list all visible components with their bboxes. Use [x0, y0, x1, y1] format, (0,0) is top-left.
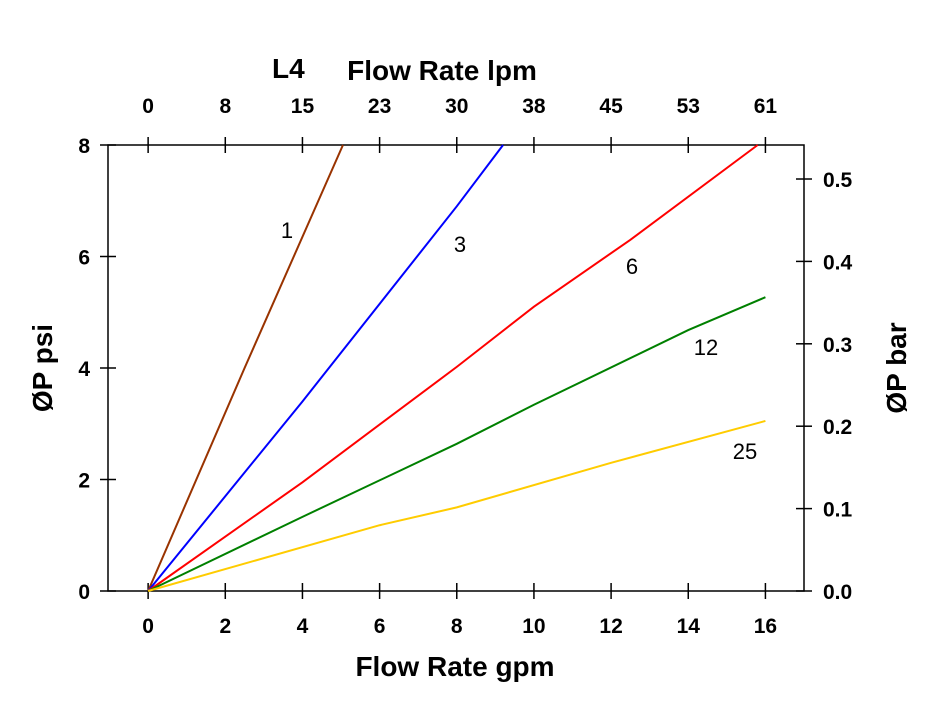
- x-tick-label: 10: [522, 615, 545, 638]
- x2-tick-label: 53: [677, 95, 700, 118]
- series-line-12: [147, 296, 766, 592]
- y-tick-label: 8: [78, 135, 90, 158]
- series-line-6: [147, 144, 759, 592]
- x2-tick-label: 15: [291, 95, 315, 118]
- series-line-3: [147, 144, 504, 592]
- y-tick-label: 6: [78, 247, 90, 270]
- x-tick-label: 16: [754, 615, 777, 638]
- y2-tick-label: 0.0: [823, 581, 852, 604]
- x-tick-label: 2: [219, 615, 231, 638]
- x2-tick-label: 30: [445, 95, 468, 118]
- top-axis-label: Flow Rate lpm: [347, 55, 537, 86]
- x-tick-label: 6: [374, 615, 386, 638]
- right-axis-label: ØP bar: [881, 322, 912, 413]
- series-label-25: 25: [733, 439, 757, 464]
- x2-tick-label: 38: [522, 95, 546, 118]
- x-tick-label: 12: [599, 615, 622, 638]
- series-label-1: 1: [281, 218, 293, 243]
- chart-title: L4: [272, 53, 305, 84]
- series-label-3: 3: [454, 232, 466, 257]
- series-line-25: [147, 419, 766, 592]
- y2-tick-label: 0.3: [823, 334, 852, 357]
- x2-tick-label: 61: [754, 95, 778, 118]
- y-tick-label: 2: [78, 470, 90, 493]
- y2-tick-label: 0.1: [823, 499, 853, 522]
- y2-tick-label: 0.5: [823, 169, 853, 192]
- x-tick-label: 14: [677, 615, 701, 638]
- bottom-axis-label: Flow Rate gpm: [355, 651, 554, 682]
- x2-tick-label: 0: [142, 95, 154, 118]
- x2-tick-label: 23: [368, 95, 391, 118]
- y-tick-label: 0: [78, 581, 90, 604]
- series-label-12: 12: [694, 335, 718, 360]
- x2-tick-label: 45: [599, 95, 623, 118]
- x-tick-label: 0: [142, 615, 154, 638]
- y2-tick-label: 0.2: [823, 416, 852, 439]
- y2-tick-label: 0.4: [823, 251, 853, 274]
- x-tick-label: 8: [451, 615, 463, 638]
- series-line-1: [147, 144, 344, 592]
- x-tick-label: 4: [297, 615, 309, 638]
- y-tick-label: 4: [78, 358, 90, 381]
- left-axis-label: ØP psi: [27, 324, 58, 412]
- x2-tick-label: 8: [219, 95, 231, 118]
- series-label-6: 6: [626, 254, 638, 279]
